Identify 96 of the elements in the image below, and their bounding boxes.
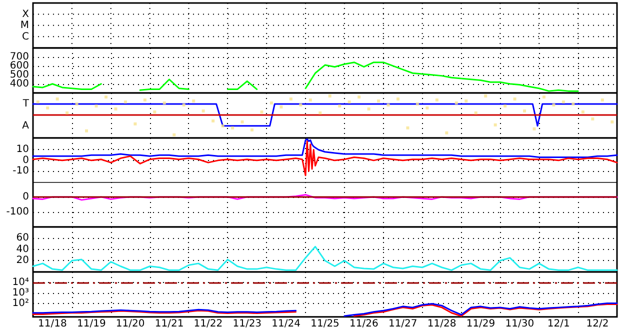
y-tick-label: 0 [22,192,29,203]
point [36,100,40,104]
y-tick-label: 600 [10,60,29,72]
point [94,104,98,108]
text: A [22,120,30,132]
point [348,100,351,104]
point [134,122,137,126]
point [202,109,205,112]
y-tick-label: 500 [10,69,29,80]
point [464,99,468,102]
point [231,126,234,130]
y-tick-label: 10³ [12,288,29,298]
y-tick-label: 700 [10,51,29,62]
text: T [22,98,30,110]
y-tick-label: -100 [6,206,29,218]
point [153,110,156,114]
point [435,98,438,102]
point [270,101,273,104]
text: X [22,8,30,20]
point [143,98,146,102]
point [56,97,59,100]
point [114,107,118,110]
point [162,101,166,104]
x-tick-label: 11/20 [116,318,145,330]
point [328,94,332,98]
point [474,111,478,114]
point [532,127,536,130]
point [260,110,264,114]
point [523,109,526,112]
point [610,120,614,124]
point [250,128,254,132]
point [396,97,400,100]
x-tick-label: 11/22 [194,318,223,330]
x-tick-label: 12/1 [547,318,570,330]
point [454,101,458,104]
x-tick-label: 11/25 [310,318,340,330]
x-tick-label: 11/23 [232,318,262,330]
point [172,133,176,136]
point [386,103,390,106]
y-tick-label: 10² [12,298,29,309]
point [182,103,186,106]
text: C [22,31,30,42]
point [212,119,215,122]
point [494,123,497,126]
point [104,95,108,98]
point [591,117,594,120]
point [240,120,244,124]
point [552,103,556,106]
x-tick-label: 11/30 [505,318,534,330]
point [581,110,584,114]
point [85,129,88,132]
x-tick-label: 11/24 [272,318,300,330]
y-tick-label: 400 [10,78,29,90]
x-tick-label: 11/19 [76,318,106,330]
point [192,99,196,102]
point [542,95,546,98]
point [318,111,322,114]
point [367,107,370,110]
x-tick-label: 12/2 [586,318,609,330]
point [445,131,448,134]
x-tick-label: 11/26 [350,318,378,330]
point [416,102,419,106]
x-tick-label: 11/29 [466,318,496,330]
point [600,98,604,102]
y-tick-label: 40 [16,244,29,256]
point [280,105,283,108]
y-tick-label: 10⁴ [12,277,29,288]
y-tick-label: -10 [12,165,29,176]
point [426,106,429,110]
x-tick-label: 11/27 [388,318,418,330]
point [377,99,380,102]
point [406,126,410,130]
point [66,111,69,114]
point [299,103,302,106]
y-tick-label: 20 [16,255,29,266]
y-tick-label: 0 [22,154,29,166]
x-tick-label: 11/18 [38,318,67,330]
point [338,104,342,108]
point [308,98,312,102]
point [513,97,516,100]
point [562,100,565,104]
point [289,97,292,100]
point [221,124,224,128]
point [124,100,127,104]
point [504,104,507,108]
point [358,95,361,98]
point [572,102,575,106]
y-tick-label: 10 [16,144,29,155]
x-tick-label: 11/28 [427,318,456,330]
point [46,106,50,110]
point [484,94,488,98]
y-tick-label: 60 [16,232,29,244]
x-tick-label: 11/21 [154,318,184,330]
point [75,102,78,106]
line-series [32,246,618,272]
text: M [20,20,29,32]
